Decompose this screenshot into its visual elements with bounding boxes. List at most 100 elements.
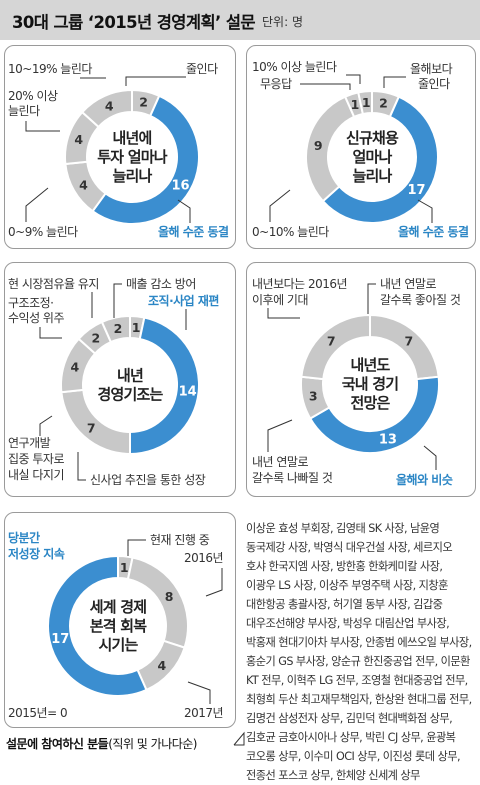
chart4-label-worse-b: 갈수록 나빠질 것	[252, 471, 333, 485]
c2-slice-4	[357, 89, 373, 116]
c1-value-3: 4	[74, 132, 83, 147]
chart5-label-2015: 2015년= 0	[8, 706, 67, 720]
chart2-leader-decrease	[383, 76, 406, 88]
c2-value-3: 1	[351, 97, 360, 112]
c2-value-0: 2	[379, 96, 388, 111]
header-bar: 30대 그룹 ‘2015년 경영계획’ 설문 단위: 명	[0, 0, 480, 40]
c4-slice-3	[300, 313, 371, 381]
chart2-labels: 올해보다 줄인다 올해 수준 동결 0~10% 늘린다 무응답 10% 이상 늘…	[252, 60, 470, 239]
chart3-label-newbiz: 신사업 추진을 통한 성장	[90, 473, 206, 487]
c1-center-line-1: 투자 얼마나	[97, 148, 167, 166]
chart5-label-2016: 2016년	[184, 551, 223, 565]
footer-note: 설문에 참여하신 분들(직위 및 가나다순)	[6, 735, 197, 752]
c4-center-line-2: 전망은	[350, 394, 390, 412]
c1-value-1: 16	[171, 179, 189, 194]
chart1-leader-decrease	[125, 76, 186, 86]
chart3-label-rnd-c: 내실 다지기	[8, 468, 64, 482]
c1-center-line-2: 늘리나	[112, 167, 152, 185]
chart4-labels: 내년 연말로 갈수록 좋아질 것 올해와 비슷 내년 연말로 갈수록 나빠질 것…	[252, 277, 461, 487]
chart1-label-freeze: 올해 수준 동결	[158, 224, 229, 239]
c1-value-4: 4	[105, 98, 114, 113]
c3-value-1: 14	[179, 385, 197, 400]
c4-value-3: 7	[327, 333, 336, 348]
chart3-label-restructure-a: 구조조정·	[8, 296, 53, 310]
c4-center-line-0: 내년도	[350, 356, 390, 374]
chart4-label-worse-a: 내년 연말로	[252, 455, 308, 469]
chart2-label-decrease-b: 줄인다	[418, 77, 450, 91]
chart2-label-0-10: 0~10% 늘린다	[252, 225, 329, 239]
chart2-leader-noanswer	[300, 83, 351, 90]
c1-slice-1	[91, 94, 200, 225]
chart5-leader-2016	[205, 568, 223, 597]
chart3-label-share: 현 시장점유율 유지	[8, 277, 99, 291]
c5-value-0: 1	[120, 560, 129, 575]
c1-center-line-0: 내년에	[112, 129, 151, 147]
chart3-label-rnd-b: 집중 투자로	[8, 452, 64, 466]
chart5-labels: 현재 진행 중 2016년 2017년 당분간 저성장 지속 2015년= 0	[8, 530, 224, 720]
c5-value-1: 8	[165, 589, 174, 604]
c4-center-line-1: 국내 경기	[342, 375, 398, 393]
chart4-label-better-b: 갈수록 좋아질 것	[380, 293, 461, 307]
c5-center-line-2: 시기는	[98, 636, 138, 654]
footer-pointer	[233, 731, 245, 746]
c5-value-3: 17	[51, 632, 69, 647]
chart4-leader-2016	[267, 308, 300, 319]
c4-value-0: 7	[404, 333, 413, 348]
chart3-label-defense: 매출 감소 방어	[126, 277, 196, 291]
c3-center-line-0: 내년	[117, 367, 143, 385]
c2-center-line-0: 신규채용	[346, 129, 399, 147]
c5-center-line-0: 세계 경제	[90, 598, 146, 616]
c5-value-2: 4	[157, 658, 166, 673]
chart2-leader-freeze	[417, 199, 433, 223]
chart4-label-better-a: 내년 연말로	[380, 277, 436, 291]
c3-slice-1	[129, 316, 200, 456]
chart1-label-0-9: 0~9% 늘린다	[8, 225, 78, 239]
c3-center-line-1: 경영기조는	[97, 386, 163, 404]
c4-value-2: 3	[309, 389, 318, 404]
chart1-leader-20plus	[25, 121, 60, 132]
c2-slice-1	[321, 95, 439, 224]
c5-center-line-1: 본격 회복	[90, 617, 147, 635]
chart5-leader-2017	[187, 681, 211, 704]
chart4-leader-worse	[267, 419, 293, 452]
chart3-leader-defense	[113, 283, 122, 318]
c2-center-line-1: 얼마나	[352, 148, 392, 166]
chart1-label-decrease: 줄인다	[186, 62, 218, 76]
c1-slice-4	[80, 88, 133, 129]
chart1-label-10-19: 10~19% 늘린다	[8, 62, 92, 76]
chart2-leader-10plus	[346, 74, 361, 84]
c3-slice-5	[100, 314, 131, 344]
c2-value-2: 9	[314, 138, 323, 153]
chart5-label-lowgrowth-a: 당분간	[8, 530, 40, 545]
chart5-label-2017: 2017년	[184, 706, 223, 720]
chart3-leader-rnd	[39, 415, 53, 436]
chart2-label-decrease-a: 올해보다	[410, 62, 453, 76]
chart3-labels: 매출 감소 방어 조직·사업 재편 신사업 추진을 통한 성장 연구개발 집중 …	[8, 277, 220, 487]
c3-value-0: 1	[132, 320, 141, 335]
c2-value-1: 17	[407, 183, 425, 198]
chart1-labels: 줄인다 올해 수준 동결 0~9% 늘린다 20% 이상 늘린다 10~19% …	[8, 62, 230, 239]
c4-value-1: 13	[379, 433, 397, 448]
unit-label: 단위: 명	[262, 15, 303, 29]
participants-list: 이상운 효성 부회장, 김영태 SK 사장, 남윤영 동국제강 사장, 박영식 …	[246, 522, 472, 782]
chart1-leader-freeze	[177, 199, 191, 223]
chart4-leader-similar	[423, 445, 437, 470]
c3-value-3: 4	[70, 360, 79, 375]
chart2-label-freeze: 올해 수준 동결	[398, 224, 469, 239]
chart4-label-2016-b: 이후에 기대	[252, 293, 308, 307]
c4-slice-1	[308, 375, 440, 454]
chart3-label-reorg: 조직·사업 재편	[148, 293, 219, 308]
chart2-label-10plus: 10% 이상 늘린다	[252, 60, 337, 74]
chart4-label-similar: 올해와 비슷	[396, 472, 453, 487]
chart1-label-20plus-b: 늘린다	[8, 104, 40, 118]
c2-center-line-2: 늘리나	[352, 167, 392, 185]
chart5-label-ongoing: 현재 진행 중	[150, 532, 210, 547]
c1-value-0: 2	[139, 95, 148, 110]
chart1-leader-0-9	[25, 187, 49, 222]
chart4-leader-better	[367, 283, 376, 314]
page-title: 30대 그룹 ‘2015년 경영계획’ 설문	[12, 13, 256, 32]
